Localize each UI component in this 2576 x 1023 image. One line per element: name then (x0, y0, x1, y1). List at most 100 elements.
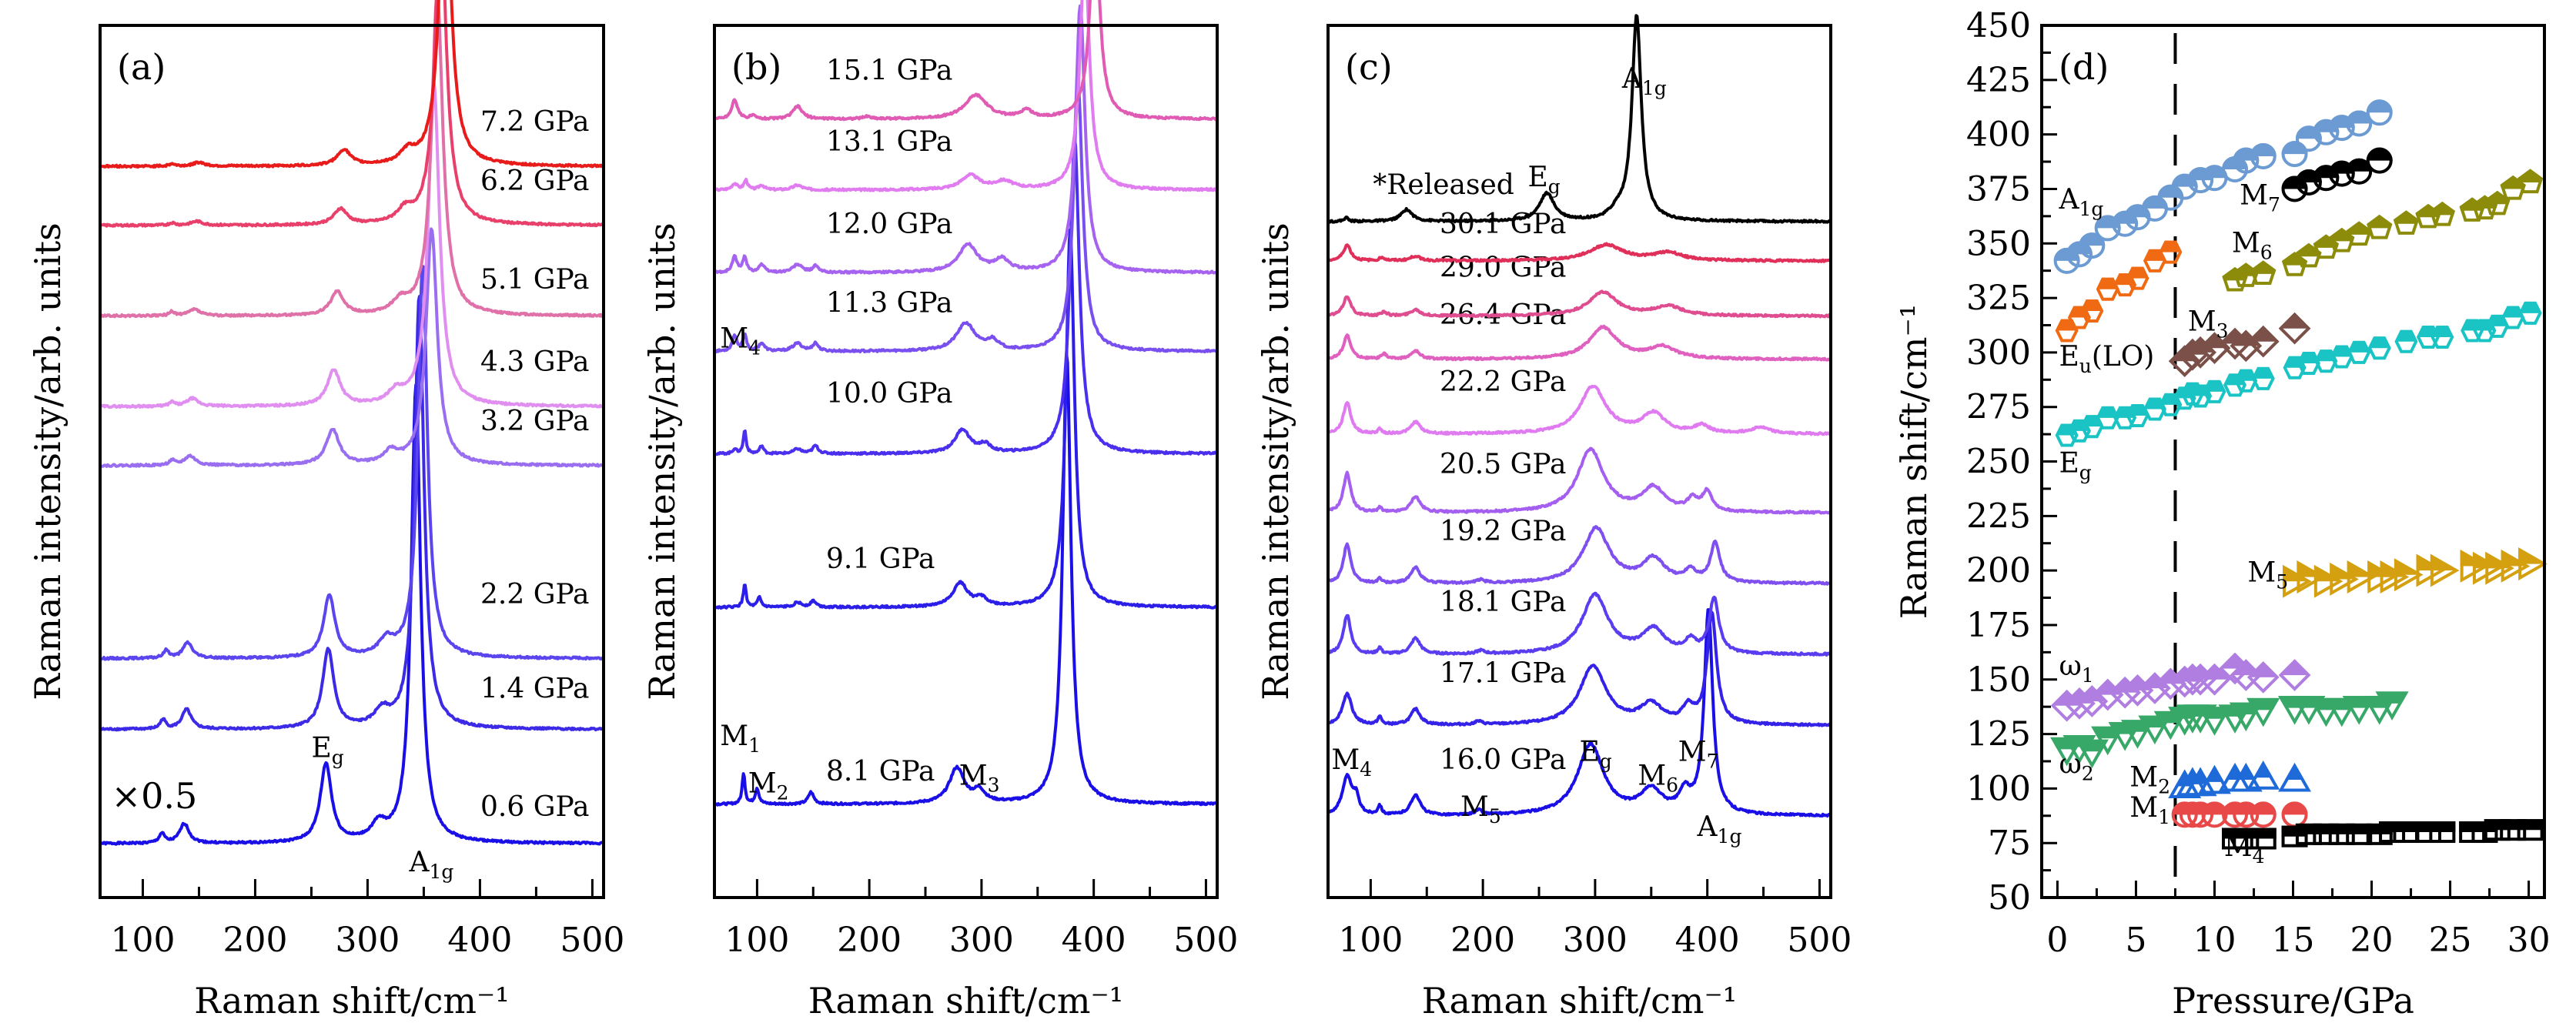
data-point-fill (2203, 379, 2226, 392)
trace-label: 0.6 GPa (480, 791, 590, 823)
x-tick-label: 20 (2350, 921, 2394, 960)
data-point-fill (2346, 110, 2373, 124)
data-point-fill (2253, 761, 2273, 778)
spectrum-trace (714, 4, 1218, 275)
data-point-fill (2234, 369, 2258, 381)
data-point-fill (2517, 169, 2544, 182)
mode-annotation: ω2 (2059, 749, 2093, 785)
data-point-fill (2393, 821, 2420, 833)
series-M2 (2168, 761, 2311, 799)
x-axis-title: Raman shift/cm⁻¹ (1422, 980, 1737, 1021)
data-point-fill (2079, 232, 2106, 246)
trace-label: 13.1 GPa (826, 126, 952, 158)
data-point-fill (2430, 326, 2454, 338)
trace-label: 7.2 GPa (480, 106, 590, 138)
trace-label: 22.2 GPa (1440, 366, 1566, 398)
y-tick-label: 325 (1966, 279, 2031, 318)
x-tick-label: 200 (837, 921, 902, 960)
panel-a: 0.6 GPa 1.4 GPa 2.2 GPa 3.2 GPa 4.3 GPa 5.1 G… (27, 0, 624, 1021)
trace-label: 30.1 GPa (1440, 209, 1566, 240)
data-point-fill (2314, 349, 2338, 362)
trace-label: 15.1 GPa (826, 55, 952, 87)
y-tick-label: 200 (1966, 551, 2031, 590)
mode-annotation: A1g (408, 847, 453, 883)
data-point-fill (2346, 221, 2372, 235)
y-tick-label: 425 (1966, 61, 2031, 100)
y-tick-label: 450 (1966, 6, 2031, 45)
data-point-fill (2246, 661, 2280, 677)
trace-label: 17.1 GPa (1440, 657, 1566, 689)
spectrum-trace (1328, 610, 1832, 727)
data-point-fill (2246, 325, 2280, 342)
mode-annotation: Eg (2059, 448, 2091, 484)
mode-annotation: M1 (720, 720, 761, 757)
trace-label: 2.2 GPa (480, 579, 590, 610)
data-point-fill (2281, 801, 2308, 815)
panel-label: (b) (731, 46, 781, 88)
x-tick-label: 10 (2193, 921, 2236, 960)
data-point-fill (2096, 406, 2119, 418)
data-point-fill (2429, 201, 2455, 216)
spectrum-trace (714, 228, 1218, 610)
panel-label: (c) (1345, 46, 1393, 88)
data-point-fill (2126, 266, 2149, 279)
series-ω2 (2050, 691, 2409, 769)
plot-frame (713, 24, 1219, 899)
data-point-fill (2201, 165, 2228, 179)
mode-annotation: A1g (1621, 63, 1667, 99)
mode-annotation: M6 (1638, 760, 1678, 796)
y-tick-label: 375 (1966, 169, 2031, 209)
data-point-fill (2236, 763, 2256, 781)
data-point-fill (2347, 560, 2377, 577)
y-axis-title: Raman shift/cm⁻¹ (1893, 304, 1935, 619)
trace-label: 9.1 GPa (826, 543, 935, 575)
trace-label: 11.3 GPa (826, 287, 952, 319)
data-point-fill (2204, 764, 2225, 782)
x-axis-title: Raman shift/cm⁻¹ (808, 980, 1123, 1021)
x-axis-title: Pressure/GPa (2172, 980, 2414, 1021)
trace-label: 16.0 GPa (1440, 744, 1566, 776)
spectrum-trace (714, 82, 1218, 354)
data-point-fill (2375, 691, 2409, 704)
data-point-fill (2367, 336, 2391, 349)
mode-annotation: M1 (2129, 792, 2170, 828)
data-point-fill (2278, 659, 2311, 676)
data-point-fill (2430, 553, 2460, 571)
spectrum-trace (1328, 446, 1832, 515)
x-tick-label: 25 (2429, 921, 2472, 960)
panel-label: (a) (117, 46, 166, 88)
spectrum-trace (100, 227, 604, 468)
x-tick-label: 500 (1787, 921, 1852, 960)
plot-frame (99, 24, 605, 899)
trace-label: 29.0 GPa (1440, 252, 1566, 283)
spectrum-trace (100, 0, 604, 169)
data-point-fill (2201, 801, 2228, 815)
data-point-fill (2347, 340, 2371, 353)
spectrum-trace (714, 353, 1217, 807)
x-axis-title: Raman shift/cm⁻¹ (194, 980, 509, 1021)
spectrum-trace (1328, 525, 1831, 586)
data-point-fill (2198, 663, 2231, 680)
x-tick-label: 400 (447, 921, 512, 960)
data-point-fill (2346, 158, 2373, 172)
mode-annotation: M2 (2129, 762, 2170, 798)
spectrum-trace (100, 0, 604, 319)
data-point-fill (2096, 277, 2119, 289)
trace-label: 18.1 GPa (1440, 587, 1566, 618)
data-point-fill (2075, 739, 2109, 752)
x-tick-label: 100 (1338, 921, 1403, 960)
y-tick-label: 75 (1988, 824, 2031, 863)
panel-label: (d) (2059, 46, 2109, 88)
data-point-fill (2394, 329, 2418, 342)
x-tick-label: 300 (1563, 921, 1628, 960)
trace-label: 10.0 GPa (826, 378, 952, 410)
data-point-fill (2518, 547, 2548, 564)
trace-label: 3.2 GPa (480, 406, 590, 437)
trace-label: 19.2 GPa (1440, 516, 1566, 547)
series-M3 (2168, 312, 2311, 378)
y-tick-label: 300 (1966, 333, 2031, 373)
x-tick-label: 300 (949, 921, 1014, 960)
mode-annotation: M5 (1460, 791, 1501, 827)
x-tick-label: 100 (110, 921, 175, 960)
series-M5 (2283, 547, 2548, 598)
